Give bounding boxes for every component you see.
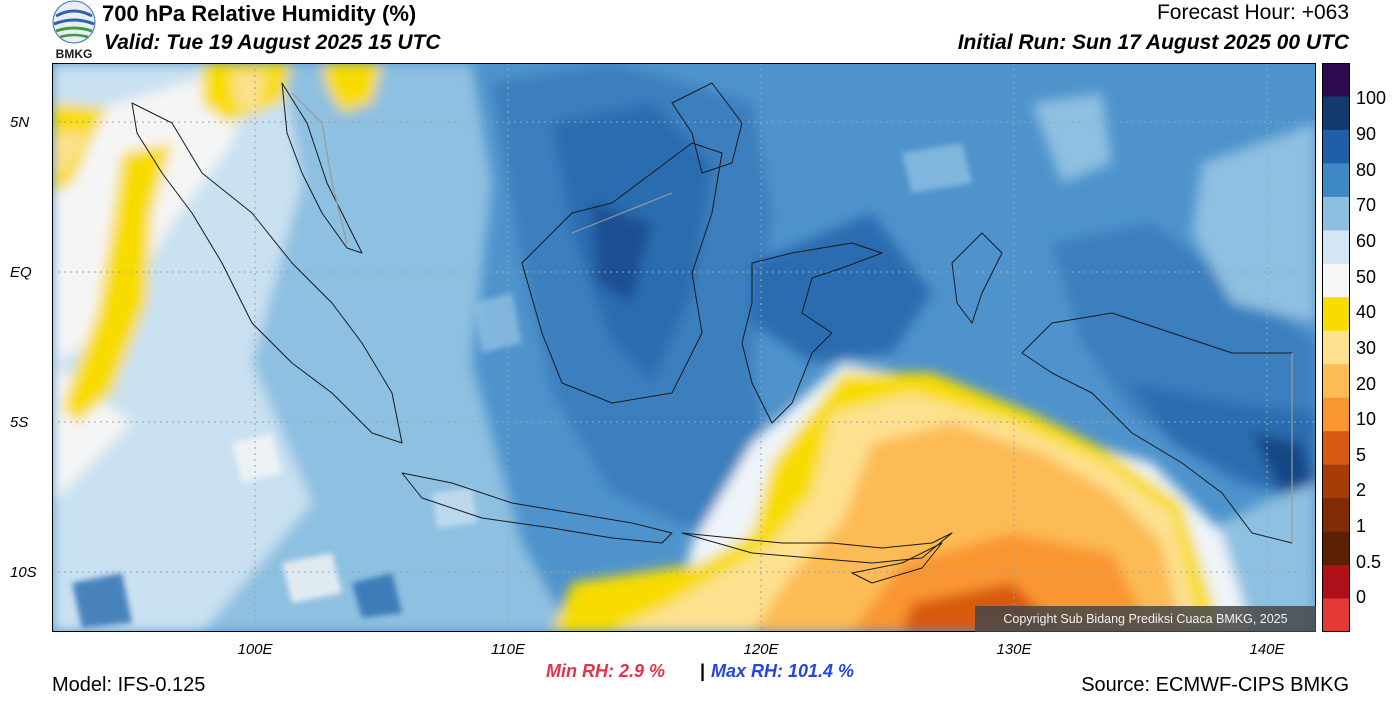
colorbar-frame	[1322, 63, 1350, 632]
lon-label-130e: 130E	[996, 641, 1032, 658]
coastline-lesser-sunda	[681, 532, 953, 564]
colorbar-swatch	[1322, 163, 1350, 198]
coastline-sumatra	[131, 102, 403, 444]
colorbar-label: 100	[1356, 88, 1387, 108]
colorbar-swatch	[1322, 330, 1350, 365]
coastline-new-guinea	[1021, 312, 1293, 544]
chart-title: 700 hPa Relative Humidity (%)	[102, 1, 417, 26]
colorbar-label: 70	[1356, 195, 1377, 215]
colorbar-swatch	[1322, 263, 1350, 298]
copyright-notice: Copyright Sub Bidang Prediksi Cuaca BMKG…	[975, 606, 1316, 632]
lat-label-eq: EQ	[10, 264, 32, 281]
colorbar-swatch	[1322, 598, 1350, 632]
colorbar-swatch	[1322, 63, 1350, 97]
colorbar-swatch	[1322, 129, 1350, 164]
lon-label-120e: 120E	[743, 641, 779, 658]
colorbar-swatch	[1322, 297, 1350, 332]
lon-label-140e: 140E	[1249, 641, 1285, 658]
bmkg-logo: BMKG	[52, 0, 96, 60]
humidity-map	[52, 63, 1316, 632]
lat-label-10s: 10S	[10, 564, 37, 581]
valid-time: Valid: Tue 19 August 2025 15 UTC	[104, 31, 441, 54]
colorbar-swatch	[1322, 498, 1350, 533]
colorbar-label: 5	[1356, 445, 1367, 465]
border-line	[291, 92, 348, 244]
coastline-java	[401, 472, 673, 544]
initial-run: Initial Run: Sun 17 August 2025 00 UTC	[957, 31, 1349, 54]
stats-separator: |	[700, 661, 706, 681]
colorbar-label: 20	[1356, 374, 1377, 394]
colorbar-label: 1	[1356, 516, 1367, 536]
coastline-borneo	[521, 142, 723, 404]
colorbar-label: 40	[1356, 302, 1377, 322]
coastline-sulawesi	[741, 242, 883, 424]
colorbar-label: 50	[1356, 267, 1377, 287]
colorbar-label: 10	[1356, 409, 1377, 429]
colorbar-label: 80	[1356, 160, 1377, 180]
colorbar-swatch	[1322, 464, 1350, 499]
colorbar-label: 90	[1356, 124, 1377, 144]
colorbar-swatch	[1322, 397, 1350, 432]
colorbar-swatch	[1322, 196, 1350, 231]
colorbar-swatch	[1322, 230, 1350, 265]
colorbar-swatch	[1322, 565, 1350, 600]
coastline-timor	[851, 542, 943, 584]
colorbar-label: 30	[1356, 338, 1377, 358]
lon-label-110e: 110E	[491, 641, 525, 658]
coastline-maluku	[951, 232, 1003, 324]
coastlines	[131, 82, 1293, 584]
coastline-philippines	[671, 82, 743, 174]
colorbar-label: 2	[1356, 480, 1367, 500]
max-rh: Max RH: 101.4 %	[711, 661, 855, 681]
colorbar-swatch	[1322, 364, 1350, 399]
forecast-hour: Forecast Hour: +063	[1156, 1, 1349, 24]
model-label: Model: IFS-0.125	[52, 674, 206, 696]
rh-contour-fields	[52, 63, 1316, 632]
min-rh: Min RH: 2.9 %	[546, 661, 666, 681]
lon-label-100e: 100E	[237, 641, 273, 658]
lat-label-5s: 5S	[10, 414, 29, 431]
colorbar-label: 0	[1356, 587, 1367, 607]
source-label: Source: ECMWF-CIPS BMKG	[1081, 674, 1349, 696]
rh-speckle	[72, 143, 972, 628]
colorbar-label: 60	[1356, 231, 1377, 251]
coastline-malay-peninsula	[281, 82, 363, 254]
logo-text: BMKG	[56, 47, 93, 60]
border-line	[571, 192, 673, 234]
borders	[291, 92, 1293, 543]
colorbar-swatch	[1322, 96, 1350, 131]
colorbar	[1322, 63, 1350, 632]
colorbar-swatch	[1322, 531, 1350, 566]
gridlines	[52, 63, 1316, 632]
lat-label-5n: 5N	[10, 114, 30, 131]
colorbar-label: 0.5	[1356, 552, 1382, 572]
colorbar-swatch	[1322, 431, 1350, 466]
